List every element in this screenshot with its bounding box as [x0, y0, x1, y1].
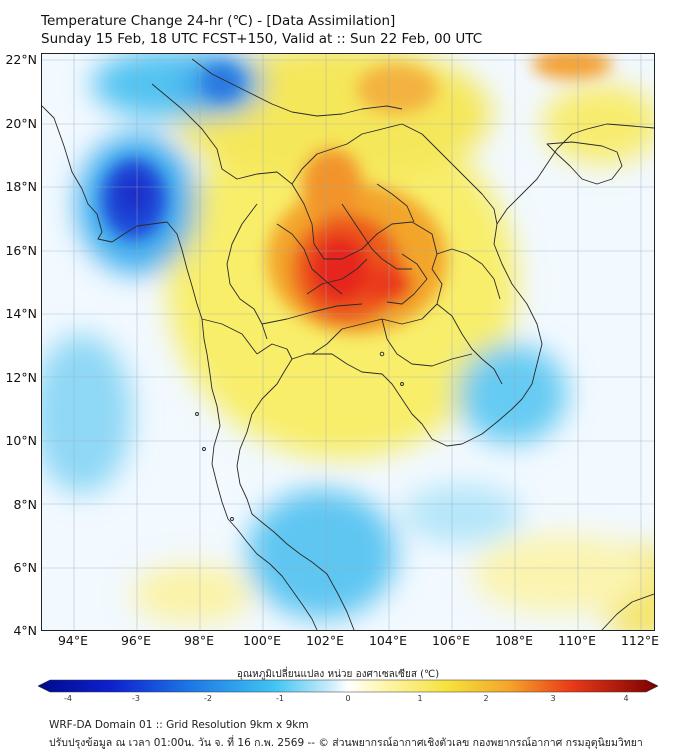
lon-label-106e: 106°E [431, 633, 470, 648]
lon-label-102e: 102°E [305, 633, 344, 648]
map-canvas [42, 54, 654, 630]
lon-label-96e: 96°E [120, 633, 152, 648]
map-title: Temperature Change 24-hr (℃) - [Data Ass… [41, 13, 396, 29]
map-subtitle: Sunday 15 Feb, 18 UTC FCST+150, Valid at… [41, 31, 483, 47]
temperature-field [42, 54, 654, 630]
colorbar-tick: -3 [132, 694, 140, 703]
lat-label-14n: 14°N [5, 306, 37, 321]
colorbar-tick: 3 [550, 694, 556, 703]
colorbar-tick: 2 [483, 694, 489, 703]
lat-label-20n: 20°N [5, 116, 37, 131]
lat-label-8n: 8°N [13, 497, 37, 512]
footer-credit: ปรับปรุงข้อมูล ณ เวลา 01:00น. วัน จ. ที่… [49, 737, 643, 749]
lat-label-4n: 4°N [13, 623, 37, 638]
lat-label-12n: 12°N [5, 370, 37, 385]
lon-label-110e: 110°E [557, 633, 596, 648]
colorbar-tick: -1 [276, 694, 284, 703]
lat-label-18n: 18°N [5, 179, 37, 194]
lon-label-100e: 100°E [242, 633, 281, 648]
lat-label-16n: 16°N [5, 243, 37, 258]
lon-label-94e: 94°E [57, 633, 89, 648]
coastlines-and-borders [42, 58, 654, 630]
colorbar-tick: -2 [204, 694, 212, 703]
colorbar-title: อุณหภูมิเปลี่ยนแปลง หน่วย องศาเซลเซียส (… [236, 669, 440, 680]
footer-grid-info: WRF-DA Domain 01 :: Grid Resolution 9km … [49, 719, 309, 731]
lon-label-104e: 104°E [368, 633, 407, 648]
lon-label-112e: 112°E [620, 633, 659, 648]
lat-label-6n: 6°N [13, 560, 37, 575]
lon-label-98e: 98°E [183, 633, 215, 648]
lat-label-22n: 22°N [5, 52, 37, 67]
colorbar-tick: 1 [417, 694, 423, 703]
lon-label-108e: 108°E [494, 633, 533, 648]
lat-lon-grid [42, 54, 654, 630]
lat-label-10n: 10°N [5, 433, 37, 448]
temperature-change-map [41, 53, 655, 631]
colorbar [38, 679, 658, 693]
colorbar-tick: 0 [345, 694, 351, 703]
colorbar-tick: -4 [64, 694, 72, 703]
colorbar-tick: 4 [623, 694, 629, 703]
